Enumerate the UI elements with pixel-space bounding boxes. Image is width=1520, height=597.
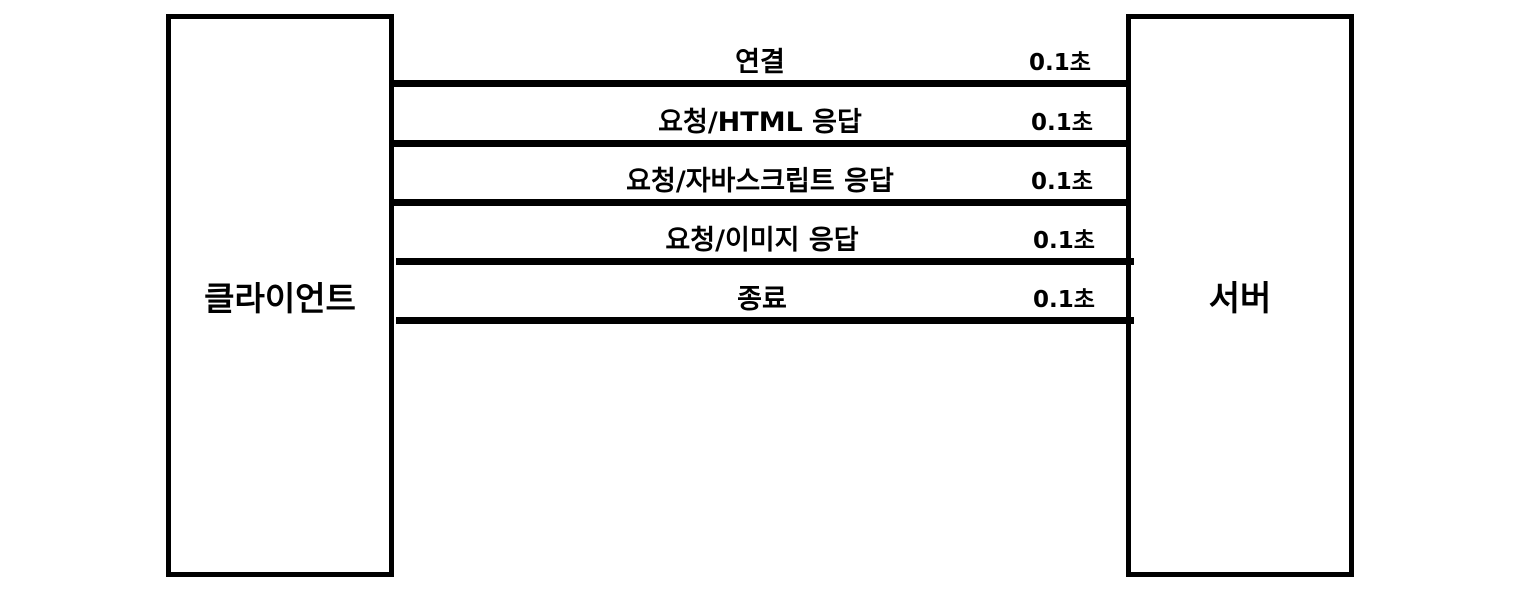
- server-box: 서버: [1126, 14, 1354, 577]
- message-time-connect: 0.1초: [1029, 50, 1091, 76]
- client-label: 클라이언트: [204, 278, 356, 318]
- message-time-html: 0.1초: [1031, 110, 1093, 136]
- message-line-javascript: [392, 199, 1128, 206]
- message-line-html: [392, 140, 1128, 147]
- server-label: 서버: [1208, 279, 1272, 319]
- client-box: 클라이언트: [166, 14, 394, 577]
- message-time-javascript: 0.1초: [1031, 169, 1093, 195]
- message-label-javascript: 요청/자바스크립트 응답: [626, 166, 894, 197]
- message-line-image: [396, 258, 1134, 265]
- message-line-connect: [392, 80, 1128, 87]
- message-label-close: 종료: [737, 284, 787, 315]
- message-label-image: 요청/이미지 응답: [665, 225, 859, 256]
- message-line-close: [396, 317, 1134, 324]
- message-time-close: 0.1초: [1033, 287, 1095, 313]
- message-time-image: 0.1초: [1033, 228, 1095, 254]
- message-label-html: 요청/HTML 응답: [658, 107, 862, 138]
- message-label-connect: 연결: [735, 47, 785, 78]
